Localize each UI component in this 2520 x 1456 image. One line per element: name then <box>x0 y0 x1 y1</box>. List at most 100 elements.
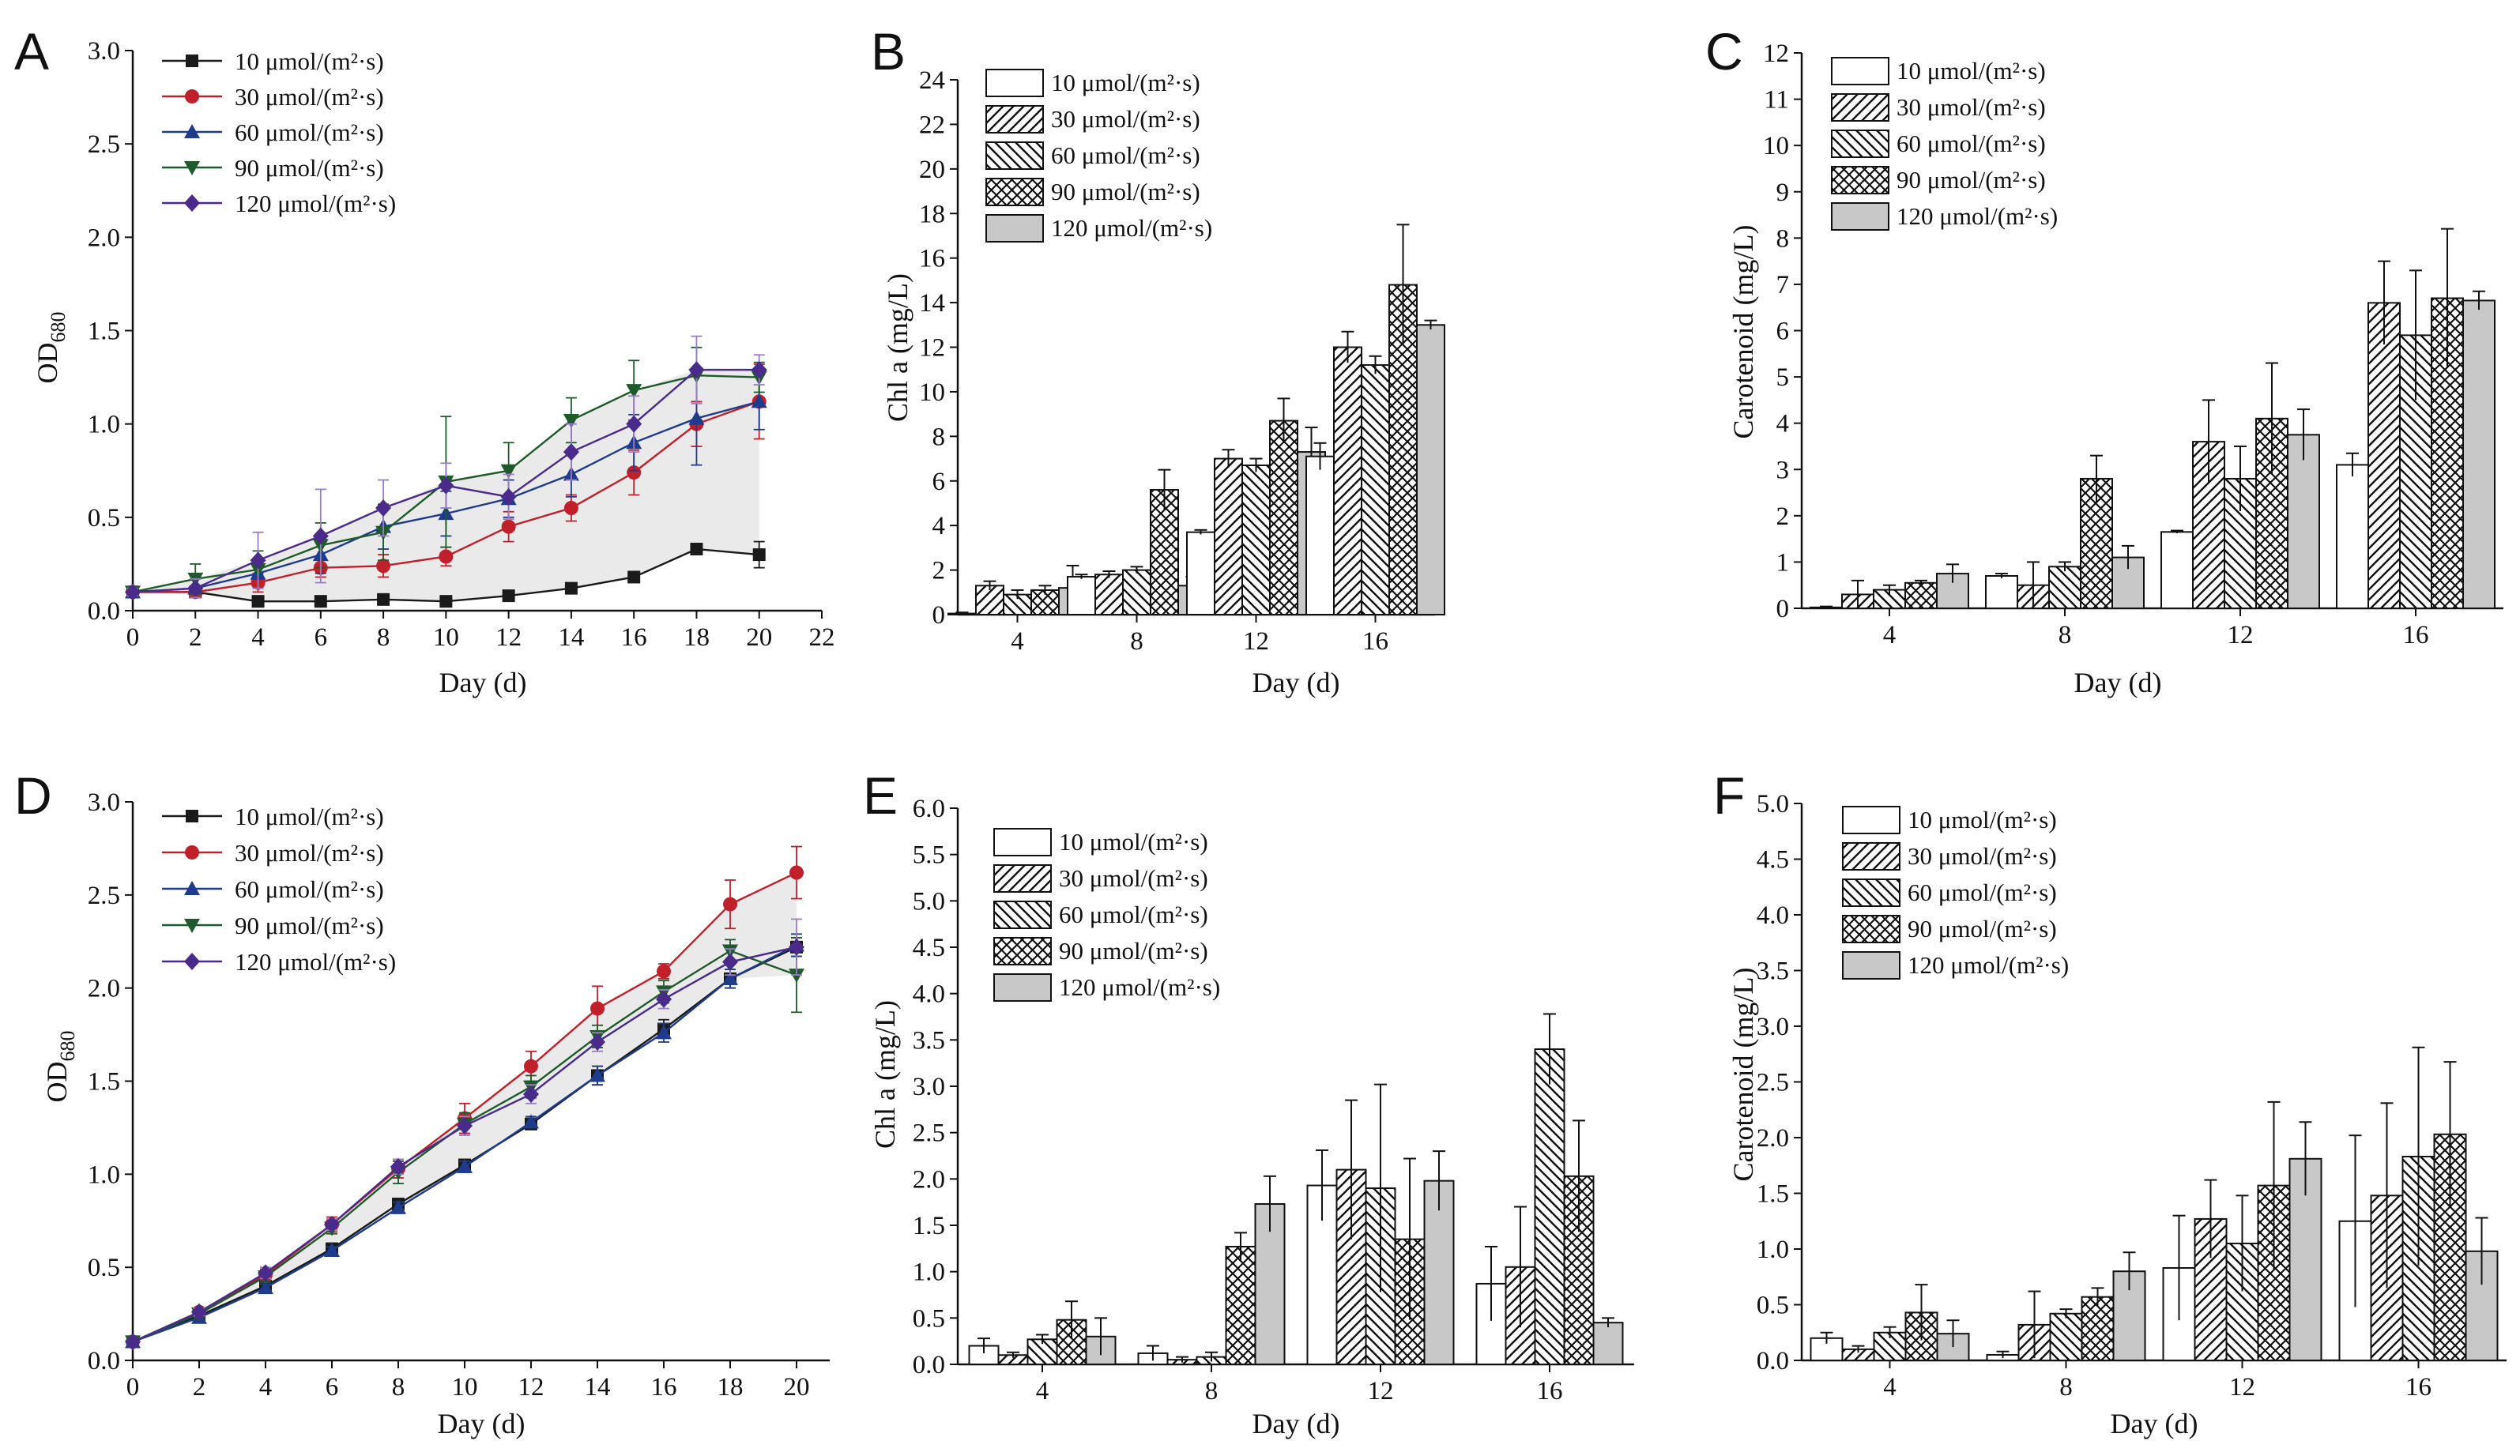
bar-group-day-8 <box>1986 1251 2146 1362</box>
x-tick-label: 16 <box>1537 1377 1563 1405</box>
data-point <box>524 1059 538 1074</box>
legend-item-3: 60 μmol/(m²·s) <box>1831 130 2046 158</box>
legend-label: 120 μmol/(m²·s) <box>1897 202 2058 230</box>
y-tick-label: 1.5 <box>1757 1180 1789 1209</box>
legend-item-1: 10 μmol/(m²·s) <box>162 47 384 75</box>
x-tick-label: 4 <box>1883 621 1897 649</box>
bar <box>1361 364 1390 615</box>
y-tick-label: 4.5 <box>913 934 945 962</box>
legend-item-4: 90 μmol/(m²·s) <box>1831 166 2046 194</box>
data-point <box>390 1157 406 1176</box>
data-point <box>500 464 517 479</box>
legend-marker <box>184 953 200 970</box>
bar <box>1269 419 1298 616</box>
legend-swatch <box>1831 93 1889 122</box>
bar <box>1592 1322 1624 1365</box>
bar <box>2048 566 2081 610</box>
y-tick-label: 2.5 <box>88 882 120 910</box>
y-tick-label: 1.0 <box>88 411 120 439</box>
legend: 10 μmol/(m²·s) 30 μmol/(m²·s) 60 μmol/(m²·… <box>162 47 396 217</box>
x-tick-label: 14 <box>585 1373 611 1401</box>
legend-label: 120 μmol/(m²·s) <box>235 190 396 217</box>
legend-item-3: 60 μmol/(m²·s) <box>993 901 1208 929</box>
legend-swatch <box>1831 57 1889 85</box>
y-tick-label: 2.0 <box>88 975 120 1003</box>
y-tick-label: 12 <box>919 334 945 363</box>
bar <box>1333 346 1362 615</box>
bar-chart-e: 0.0 0.5 1.0 1.5 2.0 2.5 3.0 3.5 4.0 4.5 5.0 5.5 6.0 4… <box>913 795 1634 1405</box>
x-tick-label: 16 <box>2405 1373 2431 1401</box>
legend-marker <box>184 881 200 895</box>
data-point <box>376 559 391 574</box>
legend-item-4: 90 μmol/(m²·s) <box>993 937 1208 965</box>
x-tick-label: 8 <box>1130 627 1143 656</box>
y-tick-label: 4 <box>932 512 946 540</box>
series-5 <box>125 335 767 601</box>
legend-item-5: 120 μmol/(m²·s) <box>162 948 396 976</box>
data-point <box>722 970 738 985</box>
y-tick-label: 0.5 <box>913 1304 945 1333</box>
y-tick-label: 16 <box>919 245 945 273</box>
x-axis-label: Day (d) <box>1252 667 1340 698</box>
data-point <box>590 1067 605 1082</box>
legend-item-2: 30 μmol/(m²·s) <box>162 83 384 111</box>
legend-marker <box>186 810 198 822</box>
legend-swatch <box>1842 806 1900 834</box>
legend-marker <box>184 124 200 138</box>
bar <box>2049 1312 2083 1362</box>
bar <box>2287 434 2320 609</box>
y-axis-label: Chl a (mg/L) <box>869 1000 901 1149</box>
series-2 <box>126 845 804 1349</box>
legend-item-4: 90 μmol/(m²·s) <box>162 912 384 939</box>
y-axis-label: OD680 <box>32 312 70 384</box>
x-axis-label: Day (d) <box>2111 1408 2198 1439</box>
y-tick-label: 1.0 <box>1757 1236 1789 1264</box>
data-point <box>375 499 392 517</box>
y-tick-label: 5.0 <box>913 887 945 916</box>
legend-label: 60 μmol/(m²·s) <box>1897 130 2046 157</box>
line-chart-a: 0 2 4 6 8 10 12 14 16 18 20 22 0.0 0.5 1.0 1.5 2.0 2.5 3.0… <box>88 37 835 652</box>
data-point <box>789 969 804 984</box>
bar <box>1186 531 1215 615</box>
y-tick-label: 1.5 <box>88 318 120 346</box>
data-point <box>125 1333 141 1351</box>
legend-swatch <box>993 828 1052 856</box>
bar <box>1241 465 1271 615</box>
bar-group-day-12 <box>1306 1083 1455 1366</box>
bar <box>1067 576 1096 616</box>
legend-label: 30 μmol/(m²·s) <box>1908 842 2057 870</box>
panel-d: D OD680 Day (d) 0 2 4 6 8 10 12 14 16 18 20 0.0 0.5 1… <box>14 766 830 1439</box>
bar <box>1214 457 1243 616</box>
legend-label: 90 μmol/(m²·s) <box>1897 166 2046 194</box>
legend-label: 90 μmol/(m²·s) <box>235 912 384 939</box>
legend-label: 30 μmol/(m²·s) <box>1059 864 1208 892</box>
data-point <box>187 579 204 597</box>
y-tick-label: 24 <box>919 66 945 95</box>
y-tick-label: 3.5 <box>1757 957 1789 986</box>
x-tick-label: 4 <box>259 1373 273 1401</box>
legend-item-2: 30 μmol/(m²·s) <box>162 839 384 867</box>
y-tick-label: 3 <box>1776 456 1790 484</box>
legend-swatch <box>985 69 1044 97</box>
legend-item-1: 10 μmol/(m²·s) <box>993 828 1208 856</box>
data-point <box>250 551 266 570</box>
legend-swatch <box>1842 951 1900 980</box>
x-tick-label: 8 <box>2059 621 2072 649</box>
bar <box>1305 455 1335 615</box>
data-point <box>723 897 737 912</box>
legend-label: 60 μmol/(m²·s) <box>235 875 384 903</box>
data-point <box>258 1264 273 1282</box>
legend-label: 60 μmol/(m²·s) <box>235 119 384 146</box>
y-tick-label: 2.5 <box>1757 1069 1789 1097</box>
data-point <box>439 595 453 608</box>
y-tick-label: 6.0 <box>913 795 945 823</box>
data-point <box>457 1117 473 1135</box>
y-tick-label: 2.0 <box>88 224 120 252</box>
data-point <box>627 465 642 480</box>
y-axis-label: Carotenoid (mg/L) <box>1727 968 1759 1182</box>
bar-group-day-16 <box>2338 1046 2499 1362</box>
y-tick-label: 2.0 <box>913 1165 945 1194</box>
panel-letter-c: C <box>1705 22 1743 81</box>
y-tick-label: 1.5 <box>88 1068 120 1097</box>
